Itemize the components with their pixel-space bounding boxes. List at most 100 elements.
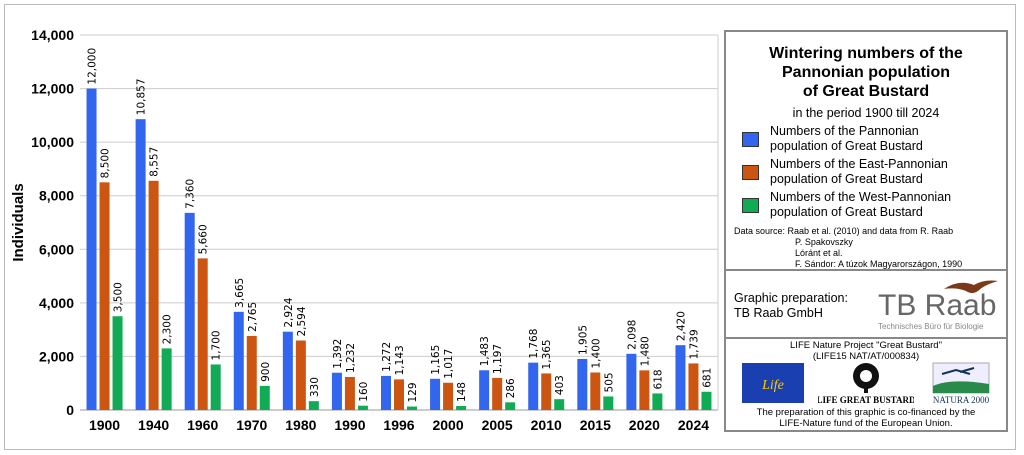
- bar: [652, 393, 663, 410]
- data-label: 1,143: [394, 345, 406, 375]
- data-label: 2,300: [162, 314, 174, 344]
- data-label: 1,017: [443, 349, 455, 379]
- bar: [381, 375, 391, 410]
- legend-label: population of Great Bustard: [770, 205, 923, 219]
- data-label: 681: [701, 368, 713, 388]
- data-label: 3,500: [113, 282, 125, 312]
- bar: [554, 399, 565, 410]
- bar: [246, 335, 257, 410]
- logo-subtext: Technisches Büro für Biologie: [878, 322, 984, 331]
- legend-label: population of Great Bustard: [770, 172, 923, 186]
- data-label: 1,392: [332, 339, 344, 369]
- bar: [639, 370, 650, 410]
- x-tick-label: 2000: [432, 417, 463, 433]
- legend-label: Numbers of the Pannonian: [770, 124, 919, 138]
- x-tick-label: 1990: [334, 417, 365, 433]
- title-line: of Great Bustard: [802, 83, 930, 100]
- legend-item-east-pannonian: Numbers of the East-Pannonian population…: [742, 157, 948, 187]
- eagle-icon: [944, 280, 998, 293]
- great-bustard-logo: LIFE GREAT BUSTARD: [818, 363, 914, 405]
- data-label: 900: [260, 362, 272, 382]
- y-tick-label: 10,000: [31, 134, 74, 150]
- life-line: LIFE Nature Project "Great Bustard": [790, 340, 942, 351]
- x-tick-label: 1940: [138, 417, 169, 433]
- legend-label: Numbers of the West-Pannonian: [770, 190, 952, 204]
- bar: [282, 331, 293, 410]
- legend-swatch: [742, 198, 759, 213]
- bar: [675, 345, 686, 410]
- bar: [590, 372, 601, 410]
- data-label: 1,483: [479, 336, 491, 366]
- title-line: Wintering numbers of the: [769, 45, 963, 62]
- data-label: 1,700: [211, 330, 223, 360]
- data-label: 8,500: [100, 148, 112, 178]
- data-label: 12,000: [87, 48, 99, 85]
- foot-line: The preparation of this graphic is co-fi…: [756, 407, 976, 418]
- data-label: 286: [505, 378, 517, 398]
- data-label: 1,272: [381, 342, 393, 372]
- bar: [161, 348, 172, 410]
- y-tick-label: 2,000: [39, 348, 74, 364]
- data-label: 2,594: [296, 306, 308, 336]
- bar: [688, 363, 699, 410]
- natura-2000-logo: NATURA 2000: [932, 362, 990, 405]
- data-label: 160: [358, 382, 370, 402]
- y-tick-label: 8,000: [39, 188, 74, 204]
- outer-frame: [4, 4, 1016, 450]
- bar: [626, 353, 637, 410]
- data-label: 1,739: [688, 329, 700, 359]
- bar: [112, 316, 123, 410]
- bar: [528, 362, 539, 410]
- source-line: F. Sándor: A túzok Magyarországon, 1990: [795, 259, 963, 269]
- x-tick-label: 1960: [187, 417, 218, 433]
- x-tick-label: 2010: [531, 417, 562, 433]
- bar: [357, 405, 368, 410]
- data-label: 2,420: [675, 311, 687, 341]
- x-tick-label: 2015: [580, 417, 611, 433]
- data-label: 1,365: [541, 339, 553, 369]
- data-source: Data source: Raab et al. (2010) and data…: [734, 226, 962, 270]
- prep-company: TB Raab GmbH: [734, 306, 823, 320]
- legend-panel: Wintering numbers of the Pannonian popul…: [724, 30, 1008, 432]
- legend-swatch: [742, 165, 759, 180]
- y-tick-label: 14,000: [31, 27, 74, 43]
- title-line: Pannonian population: [782, 64, 950, 81]
- data-label: 330: [309, 377, 321, 397]
- y-axis-label: Individuals: [10, 183, 27, 261]
- x-tick-label: 1996: [383, 417, 414, 433]
- bar: [259, 385, 270, 410]
- chart-title: Wintering numbers of the Pannonian popul…: [726, 44, 1006, 101]
- y-tick-label: 0: [66, 402, 74, 418]
- x-tick-label: 1980: [285, 417, 316, 433]
- gb-logo-text: LIFE GREAT BUSTARD: [818, 395, 914, 405]
- natura-text: NATURA 2000: [933, 395, 990, 405]
- financing-note: The preparation of this graphic is co-fi…: [726, 407, 1006, 429]
- source-line: P. Spakovszky: [795, 237, 853, 247]
- bar: [505, 402, 516, 410]
- data-label: 8,557: [149, 147, 161, 177]
- bar: [541, 373, 552, 410]
- eu-life-logo: Life: [742, 363, 804, 403]
- data-label: 403: [554, 375, 566, 395]
- x-tick-label: 2005: [482, 417, 513, 433]
- data-label: 7,360: [185, 179, 197, 209]
- life-project: LIFE Nature Project "Great Bustard" (LIF…: [726, 340, 1006, 362]
- bar: [295, 340, 306, 410]
- bar: [148, 180, 159, 410]
- data-label: 1,768: [528, 329, 540, 359]
- data-label: 2,924: [283, 297, 295, 327]
- x-tick-label: 2024: [678, 417, 709, 433]
- bar-chart: 0 2,000 4,000 6,000 8,000 10,000 12,000 14,000 I…: [10, 27, 719, 433]
- data-label: 148: [456, 382, 468, 402]
- data-label: 10,857: [136, 78, 148, 115]
- bar: [308, 401, 319, 410]
- legend-label: population of Great Bustard: [770, 139, 923, 153]
- legend-item-west-pannonian: Numbers of the West-Pannonian population…: [742, 190, 952, 220]
- life-line: (LIFE15 NAT/AT/000834): [812, 351, 920, 362]
- y-tick-label: 6,000: [39, 241, 74, 257]
- legend-swatch: [742, 132, 759, 147]
- bar: [233, 311, 244, 410]
- foot-line: LIFE-Nature fund of the European Union.: [779, 418, 953, 429]
- source-line: Lóránt et al.: [795, 248, 843, 258]
- bar: [603, 396, 614, 410]
